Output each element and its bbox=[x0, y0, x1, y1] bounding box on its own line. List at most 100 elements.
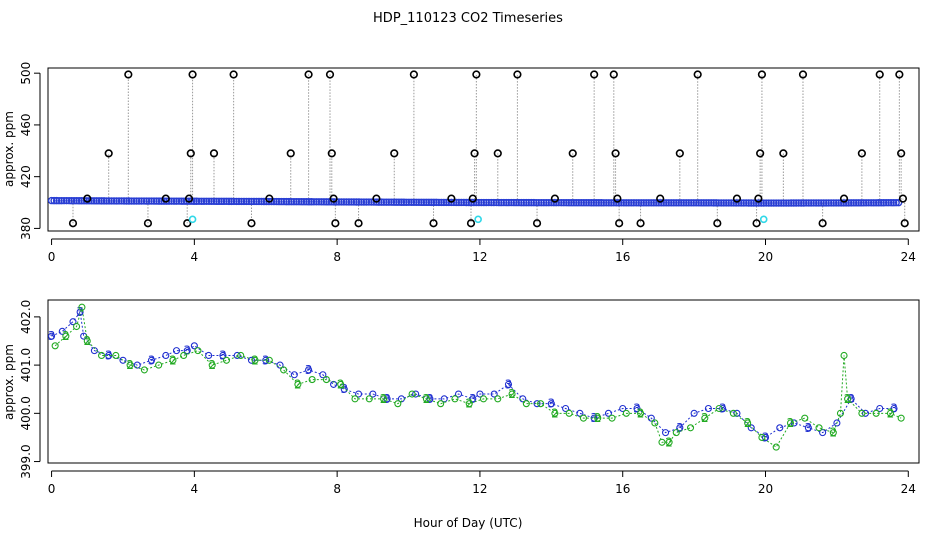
baseline-point bbox=[52, 196, 61, 205]
baseline-point bbox=[512, 198, 521, 207]
spike-point bbox=[329, 194, 338, 203]
series-2-point bbox=[786, 419, 795, 427]
series-2-symbol: 2 bbox=[62, 329, 70, 343]
series-2-point bbox=[308, 376, 316, 384]
series-2-point bbox=[422, 395, 430, 403]
baseline-point bbox=[577, 199, 586, 207]
baseline-point bbox=[630, 199, 638, 207]
baseline-point bbox=[92, 197, 101, 205]
series-2-point bbox=[801, 414, 809, 422]
series-2-point bbox=[608, 414, 616, 422]
baseline-point bbox=[650, 199, 658, 207]
series-2-point bbox=[208, 361, 216, 369]
series-2-point bbox=[651, 419, 659, 427]
series-2-symbol: 2 bbox=[337, 377, 345, 391]
baseline-point bbox=[600, 199, 608, 207]
series-2-symbol: 2 bbox=[380, 392, 388, 406]
baseline-point bbox=[495, 198, 503, 207]
series-2-point bbox=[78, 303, 86, 311]
baseline-point bbox=[210, 197, 218, 206]
baseline-point bbox=[97, 197, 106, 205]
baseline-point bbox=[670, 199, 678, 207]
series-3-point bbox=[790, 419, 798, 427]
bottom-panel-y-tick-label: 400.0 bbox=[19, 396, 33, 430]
series-2-point bbox=[479, 395, 488, 403]
spike-point bbox=[124, 70, 133, 79]
bottom-panel-x-tick-label: 20 bbox=[758, 482, 773, 496]
baseline-point bbox=[780, 199, 788, 207]
baseline-point bbox=[874, 199, 883, 207]
baseline-point bbox=[677, 199, 685, 207]
series-3-point bbox=[190, 342, 198, 350]
baseline-point bbox=[455, 198, 463, 207]
baseline-point bbox=[380, 198, 388, 206]
series-2-symbol: 2 bbox=[830, 426, 838, 440]
baseline-point bbox=[557, 198, 566, 207]
series-2-point bbox=[465, 400, 473, 408]
baseline-point bbox=[310, 198, 318, 206]
baseline-point bbox=[257, 197, 266, 206]
x-axis-label: Hour of Day (UTC) bbox=[414, 516, 523, 530]
spike-point bbox=[897, 149, 906, 158]
baseline-point bbox=[605, 199, 613, 207]
baseline-point bbox=[502, 198, 511, 207]
spike-point bbox=[898, 194, 908, 203]
series-3-point bbox=[804, 424, 812, 432]
spike-point bbox=[590, 70, 599, 79]
baseline-point bbox=[740, 199, 748, 207]
baseline-point bbox=[65, 196, 73, 205]
baseline-point bbox=[480, 198, 488, 207]
baseline-point bbox=[460, 198, 468, 207]
baseline-point bbox=[240, 197, 248, 206]
baseline-point bbox=[417, 198, 426, 207]
baseline-point bbox=[302, 198, 311, 206]
spike-point bbox=[756, 149, 765, 158]
top-panel-y-tick-label: 460 bbox=[19, 113, 33, 136]
baseline-point bbox=[230, 197, 238, 206]
baseline-point bbox=[657, 199, 665, 207]
series-3-symbol: 3 bbox=[305, 363, 313, 377]
baseline-point bbox=[87, 197, 96, 205]
baseline-point bbox=[585, 199, 593, 207]
baseline-point bbox=[250, 197, 258, 206]
baseline-point bbox=[192, 197, 201, 205]
baseline-point bbox=[447, 198, 456, 207]
series-2-symbol: 2 bbox=[594, 411, 602, 425]
series-2-point bbox=[701, 414, 709, 422]
baseline-point bbox=[799, 199, 808, 207]
baseline-point bbox=[355, 198, 363, 206]
baseline-point bbox=[505, 198, 513, 207]
series-2-point bbox=[508, 390, 516, 398]
baseline-point bbox=[802, 199, 810, 207]
baseline-point bbox=[232, 197, 241, 206]
top-panel-y-tick-label: 380 bbox=[19, 217, 33, 240]
baseline-point bbox=[475, 198, 483, 207]
series-2-point bbox=[155, 361, 163, 369]
baseline-point bbox=[100, 197, 108, 205]
baseline-point bbox=[295, 197, 303, 206]
series-3-point bbox=[290, 371, 298, 379]
spike-point bbox=[68, 219, 78, 228]
baseline-point bbox=[425, 198, 433, 207]
baseline-point bbox=[700, 199, 708, 207]
baseline-point bbox=[225, 197, 233, 206]
spike-point bbox=[754, 194, 763, 203]
bottom-panel-y-tick-label: 401.0 bbox=[19, 348, 33, 382]
series-2-point bbox=[537, 400, 545, 408]
series-3-point bbox=[761, 433, 770, 441]
baseline-point bbox=[877, 199, 885, 207]
baseline-point bbox=[112, 197, 121, 205]
series-2-point bbox=[169, 356, 177, 364]
baseline-point bbox=[869, 199, 878, 207]
bottom-panel-y-tick-label: 399.0 bbox=[19, 444, 33, 478]
baseline-point bbox=[122, 197, 131, 205]
baseline-point bbox=[290, 197, 298, 206]
baseline-point bbox=[787, 199, 795, 207]
series-2-point bbox=[126, 361, 134, 369]
baseline-point bbox=[520, 198, 528, 207]
series-2-point bbox=[886, 409, 894, 417]
spike-point bbox=[613, 194, 622, 203]
series-3-symbol: 3 bbox=[383, 392, 391, 406]
chart-title: HDP_110123 CO2 Timeseries bbox=[373, 11, 563, 26]
